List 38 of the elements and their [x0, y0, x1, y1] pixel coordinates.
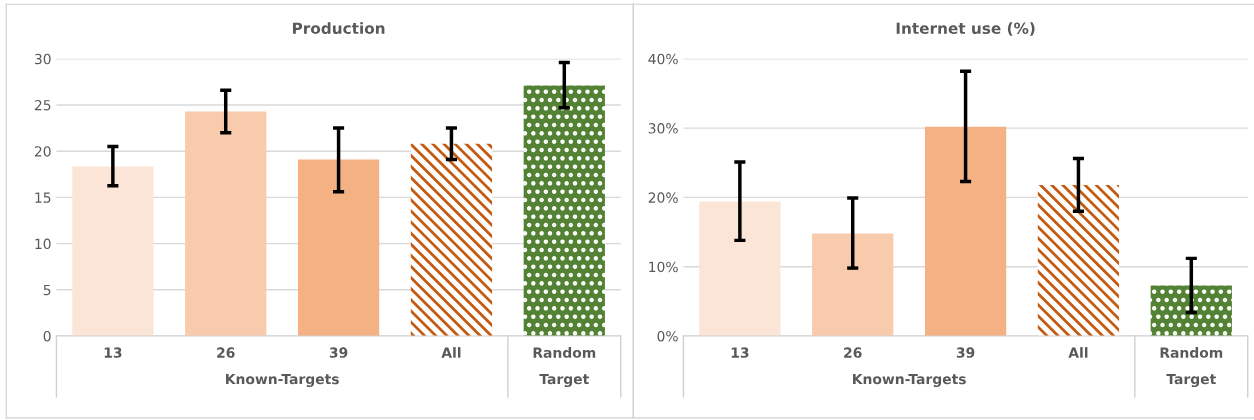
chart-title: Production — [292, 22, 385, 35]
text: Known-Targets — [853, 373, 966, 388]
y-tick-label: 5 — [43, 284, 51, 296]
y-tick-label: 0% — [657, 330, 678, 342]
y-tick-label: 40% — [648, 53, 678, 65]
y-tick-label: 30% — [648, 123, 678, 134]
y-tick-label: 20 — [34, 146, 51, 157]
y-tick-label: 10% — [649, 261, 678, 273]
bar — [523, 85, 605, 336]
y-tick-label: 30 — [34, 53, 51, 65]
x-tick-label: 13 — [731, 347, 749, 358]
bar — [1037, 184, 1120, 336]
x-tick-label: Random — [533, 347, 596, 358]
bar — [924, 126, 1007, 336]
bar — [185, 111, 267, 336]
y-tick-label: 20% — [648, 192, 678, 203]
y-tick-label: 15 — [35, 192, 51, 203]
x-tick-label: All — [1068, 347, 1088, 358]
text: Target — [1166, 373, 1216, 388]
bar — [812, 233, 894, 336]
x-tick-label: All — [441, 347, 461, 358]
x-tick-label: 26 — [217, 347, 235, 358]
bar — [297, 159, 380, 336]
text: Target — [539, 373, 589, 388]
bar — [699, 201, 781, 336]
text: Known-Targets — [226, 373, 339, 388]
y-tick-label: 10 — [35, 238, 51, 250]
chart-title: Internet use (%) — [896, 22, 1035, 36]
bar — [410, 143, 493, 336]
x-tick-label: 13 — [104, 347, 122, 358]
x-tick-label: 39 — [956, 347, 975, 358]
x-tick-label: Random — [1160, 347, 1223, 358]
y-tick-label: 0 — [43, 330, 51, 342]
bar — [72, 166, 154, 336]
y-tick-label: 25 — [34, 99, 51, 111]
x-tick-label: 26 — [844, 347, 862, 358]
bar — [1150, 285, 1232, 336]
x-tick-label: 39 — [329, 347, 348, 358]
